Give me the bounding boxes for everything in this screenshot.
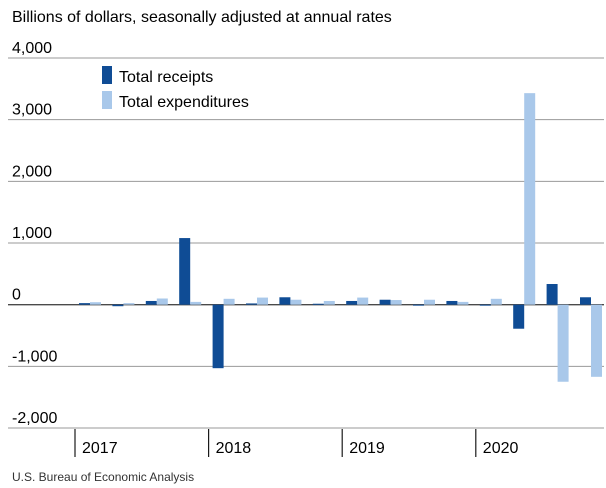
- bar-total-receipts: [546, 284, 558, 305]
- x-axis: 2017 2018 2019 2020: [74, 429, 519, 457]
- bar-total-receipts: [379, 299, 391, 305]
- bar-total-expenditures: [190, 301, 202, 305]
- bar-total-expenditures: [357, 297, 369, 305]
- bar-total-expenditures: [290, 299, 302, 305]
- bar-total-expenditures: [123, 303, 135, 305]
- y-tick-label: 3,000: [12, 102, 52, 119]
- x-tick-label: 2018: [216, 440, 252, 457]
- bar-total-expenditures: [257, 297, 268, 305]
- bar-total-receipts: [279, 297, 291, 305]
- x-tick-label: 2017: [82, 440, 118, 457]
- y-tick-label: -2,000: [12, 410, 57, 427]
- bar-total-receipts: [413, 304, 424, 306]
- bar-total-receipts: [346, 300, 358, 305]
- y-tick-label: 2,000: [12, 163, 52, 180]
- source-note: U.S. Bureau of Economic Analysis: [12, 470, 194, 484]
- bar-total-receipts: [312, 303, 324, 305]
- bar-total-expenditures: [323, 300, 335, 305]
- bar-total-expenditures: [223, 298, 235, 305]
- bar-total-receipts: [145, 300, 157, 305]
- bar-total-expenditures: [557, 304, 569, 382]
- y-tick-label: -1,000: [12, 348, 57, 365]
- bar-total-receipts: [79, 303, 90, 305]
- y-tick-label: 0: [12, 287, 21, 304]
- bar-total-expenditures: [524, 93, 536, 305]
- bar-total-receipts: [513, 304, 525, 329]
- legend-label-total-receipts: Total receipts: [119, 69, 213, 86]
- gridlines: [8, 57, 604, 429]
- bar-total-receipts: [179, 238, 191, 305]
- legend-swatch-total-expenditures: [102, 91, 112, 109]
- bar-total-expenditures: [490, 298, 502, 305]
- bars: [79, 93, 602, 382]
- bar-total-expenditures: [156, 298, 168, 305]
- legend-label-total-expenditures: Total expenditures: [119, 94, 249, 111]
- legend: Total receipts Total expenditures: [102, 66, 249, 111]
- bar-total-receipts: [246, 303, 257, 305]
- bar-total-expenditures: [591, 304, 602, 377]
- legend-swatch-total-receipts: [102, 66, 112, 84]
- bar-total-expenditures: [424, 299, 435, 305]
- chart-subtitle: Billions of dollars, seasonally adjusted…: [12, 9, 392, 26]
- y-tick-label: 1,000: [12, 225, 52, 242]
- bar-total-receipts: [112, 304, 124, 307]
- bar-total-expenditures: [457, 301, 469, 305]
- x-tick-label: 2020: [483, 440, 519, 457]
- y-axis-tick-labels: 4,000 3,000 2,000 1,000 0 -1,000 -2,000: [12, 40, 57, 427]
- bar-total-receipts: [580, 297, 591, 305]
- bar-total-receipts: [446, 300, 458, 305]
- bar-total-receipts: [479, 304, 491, 306]
- y-tick-label: 4,000: [12, 40, 52, 57]
- bar-total-receipts: [212, 304, 224, 369]
- x-tick-label: 2019: [349, 440, 385, 457]
- bar-total-expenditures: [90, 302, 101, 305]
- bar-total-expenditures: [390, 300, 402, 305]
